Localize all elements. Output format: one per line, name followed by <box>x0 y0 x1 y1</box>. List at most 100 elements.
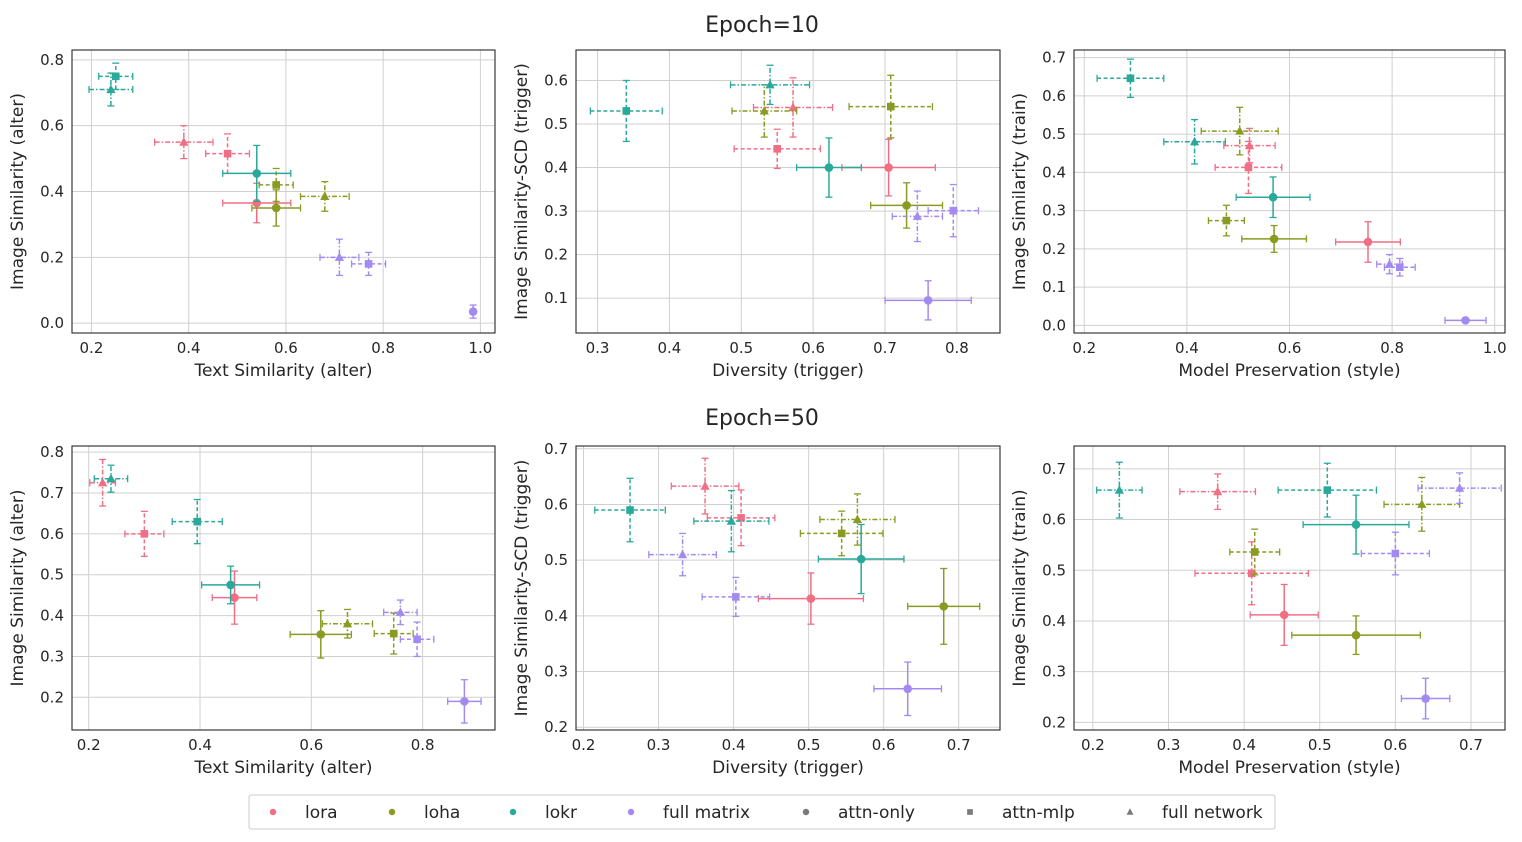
data-marker <box>1351 520 1361 529</box>
data-marker <box>1213 486 1223 496</box>
point-full-matrix-attn-mlp <box>1383 257 1416 277</box>
y-tick-label: 0.3 <box>544 663 568 681</box>
point-lora-attn-only <box>757 572 865 625</box>
data-marker <box>837 529 846 538</box>
data-marker <box>726 516 736 525</box>
point-lora-full-network <box>154 125 214 160</box>
point-lokr-attn-mlp <box>1096 58 1165 99</box>
x-tick-label: 0.4 <box>657 339 681 357</box>
data-marker <box>413 635 421 644</box>
data-marker <box>824 163 834 172</box>
x-tick-label: 0.4 <box>1232 736 1256 754</box>
legend-swatch <box>509 808 517 816</box>
y-tick-label: 0.7 <box>1042 49 1066 67</box>
x-axis-label: Diversity (trigger) <box>712 758 864 778</box>
data-marker <box>806 594 816 603</box>
row-title-epoch-10: Epoch=10 <box>705 13 819 38</box>
data-marker <box>226 580 235 590</box>
data-marker <box>677 549 688 559</box>
point-lokr-attn-mlp <box>594 477 666 543</box>
x-tick-label: 0.8 <box>945 339 969 357</box>
y-tick-label: 0.5 <box>544 551 568 569</box>
y-tick-label: 0.7 <box>1042 460 1066 478</box>
y-tick-label: 0.0 <box>1042 316 1066 334</box>
x-tick-label: 0.2 <box>80 339 104 357</box>
x-tick-label: 0.6 <box>801 339 825 357</box>
legend-label: attn-mlp <box>1002 803 1075 823</box>
x-tick-label: 0.8 <box>411 736 435 754</box>
point-lokr-attn-mlp <box>171 498 223 545</box>
x-tick-label: 0.3 <box>647 736 671 754</box>
data-marker <box>1417 499 1427 508</box>
y-tick-label: 0.2 <box>40 688 64 706</box>
point-loha-attn-only <box>289 610 353 659</box>
data-marker <box>737 514 745 522</box>
y-tick-label: 0.3 <box>1042 663 1066 681</box>
x-tick-label: 0.4 <box>722 736 746 754</box>
data-marker <box>622 107 631 115</box>
point-full-matrix-attn-only <box>468 304 478 319</box>
data-marker <box>1114 485 1124 494</box>
x-axis-label: Diversity (trigger) <box>712 361 864 381</box>
panel-0-0: 0.2 0.4 0.6 0.8 1.0 0.0 0.2 0.4 0.6 0.8 Text Simil… <box>8 49 496 381</box>
point-full-matrix-attn-mlp <box>701 576 771 618</box>
y-tick-label: 0.1 <box>1042 278 1066 296</box>
point-loha-attn-only <box>1291 615 1421 656</box>
y-tick-label: 0.6 <box>40 117 64 135</box>
data-marker <box>1222 216 1231 225</box>
data-marker <box>111 72 120 81</box>
x-tick-label: 0.4 <box>1175 339 1199 357</box>
legend-label: full matrix <box>663 803 750 823</box>
data-marker <box>364 260 373 268</box>
y-tick-label: 0.5 <box>544 115 568 133</box>
point-lokr-attn-only <box>201 565 261 605</box>
point-loha-attn-mlp <box>373 612 414 655</box>
data-marker <box>886 102 895 111</box>
x-tick-label: 0.2 <box>77 736 101 754</box>
data-marker <box>732 593 740 601</box>
legend-item-full-matrix: full matrix <box>627 803 750 823</box>
x-tick-label: 0.2 <box>1081 736 1105 754</box>
x-tick-label: 0.4 <box>177 339 201 357</box>
point-full-matrix-attn-mlp <box>1360 531 1431 576</box>
x-axis-label: Model Preservation (style) <box>1178 758 1400 778</box>
legend-label: lokr <box>545 803 577 823</box>
point-lokr-full-network <box>693 489 770 553</box>
legend-label: lora <box>305 803 338 823</box>
point-lora-full-network <box>752 77 834 138</box>
x-tick-label: 0.6 <box>1383 736 1407 754</box>
y-tick-label: 0.4 <box>544 159 568 177</box>
point-full-matrix-attn-only <box>447 679 482 724</box>
x-tick-label: 0.4 <box>188 736 212 754</box>
y-axis-label: Image Similarity (alter) <box>8 490 28 687</box>
legend-item-attn-mlp: attn-mlp <box>967 803 1075 823</box>
data-marker <box>271 203 281 213</box>
point-lora-attn-only <box>1335 221 1401 263</box>
legend-label: attn-only <box>838 803 915 823</box>
legend-swatch <box>269 808 277 816</box>
y-tick-label: 0.2 <box>544 246 568 264</box>
axes-frame <box>71 445 496 731</box>
y-tick-label: 0.5 <box>1042 561 1066 579</box>
data-marker <box>1363 237 1373 247</box>
data-marker <box>98 477 108 487</box>
point-lokr-full-network <box>88 72 134 107</box>
point-loha-attn-only <box>869 182 944 229</box>
point-lokr-attn-mlp <box>98 62 134 91</box>
point-lokr-full-network <box>93 464 129 493</box>
data-marker <box>342 618 353 628</box>
data-marker <box>106 84 116 94</box>
panel-1-0: 0.2 0.4 0.6 0.8 0.2 0.3 0.4 0.5 0.6 0.7 0.8 Text Si… <box>8 443 496 778</box>
x-tick-label: 0.2 <box>1072 339 1096 357</box>
point-lokr-attn-only <box>817 523 905 595</box>
data-marker <box>389 629 398 638</box>
data-marker <box>903 684 912 694</box>
point-lora-full-network <box>1179 473 1257 511</box>
point-lora-attn-mlp <box>205 133 251 175</box>
point-lokr-full-network <box>1096 461 1143 519</box>
x-tick-label: 0.8 <box>1380 339 1404 357</box>
y-tick-label: 0.4 <box>40 183 64 201</box>
y-tick-label: 0.4 <box>1042 612 1066 630</box>
y-axis-label: Image Similarity (train) <box>1010 489 1030 686</box>
